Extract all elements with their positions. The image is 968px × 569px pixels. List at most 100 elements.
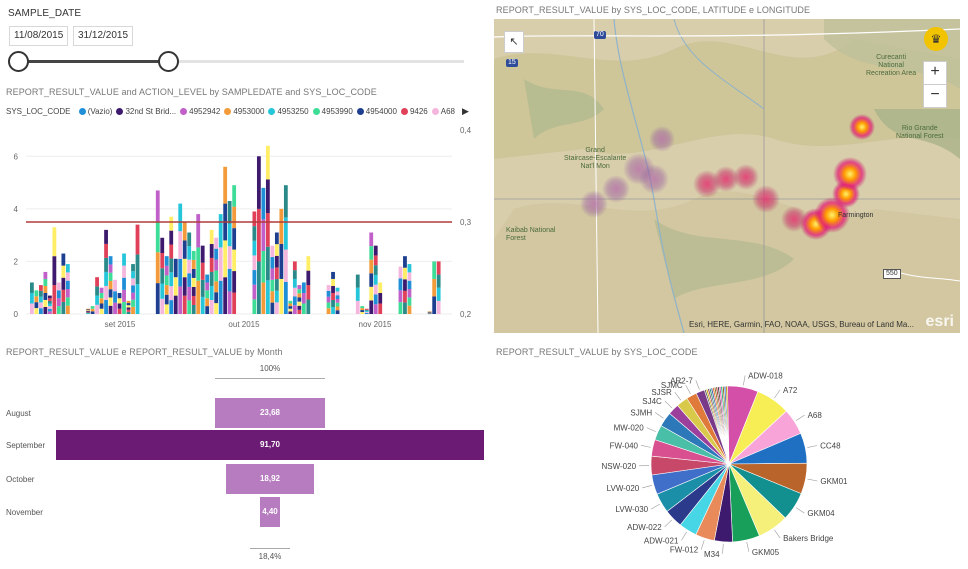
bar-segment [99, 298, 104, 304]
chevron-right-icon[interactable]: ▶ [462, 106, 469, 116]
pie-slice-label: FW-040 [610, 441, 639, 450]
bar-segment [104, 271, 108, 286]
legend-label: 4953000 [233, 107, 265, 116]
bar-segment [47, 308, 52, 312]
date-slider-track[interactable] [18, 60, 464, 63]
heat-map[interactable]: Grand Staircase-Escalante Nat'l Mon Cure… [494, 19, 960, 333]
bar-segment [252, 270, 257, 285]
bar-segment [373, 304, 378, 314]
bar-segment [164, 256, 169, 266]
bar-segment [274, 279, 279, 291]
bar-segment [205, 282, 210, 291]
legend-item[interactable]: A68 [431, 107, 455, 116]
legend-label: 32nd St Brid... [125, 107, 177, 116]
date-slider-range [18, 60, 168, 63]
bar-segment [131, 271, 135, 279]
bar-segment [43, 299, 48, 307]
bar-segment [131, 292, 135, 300]
slider-start-handle[interactable] [8, 51, 29, 72]
funnel-bar[interactable]: 4,40 [259, 497, 281, 527]
bar-segment [292, 278, 297, 288]
heat-legend-icon[interactable]: ♛ [924, 27, 948, 51]
bar-segment [403, 302, 407, 314]
bar-segment [398, 302, 403, 314]
bar-segment [164, 265, 169, 276]
bar-segment [47, 298, 52, 301]
bar-segment [56, 298, 61, 307]
bar-segment [43, 306, 48, 314]
bar-segment [407, 272, 412, 281]
bar-segment [209, 257, 214, 272]
bar-segment [56, 282, 61, 291]
bar-segment [398, 266, 403, 279]
legend-item[interactable]: 9426 [400, 107, 428, 116]
funnel-category-label: August [6, 409, 31, 418]
bar-segment [38, 290, 43, 297]
bar-segment [155, 221, 160, 253]
pie-leader-line [807, 478, 818, 482]
bar-segment [335, 302, 340, 307]
slider-end-handle[interactable] [158, 51, 179, 72]
legend-item[interactable]: 4954000 [356, 107, 397, 116]
bar-segment [214, 270, 219, 282]
bar-segment [214, 259, 219, 271]
legend-label: 4953250 [277, 107, 309, 116]
bar-segment [209, 285, 214, 300]
bar-segment [283, 185, 288, 218]
bar-segment [160, 298, 165, 314]
bar-segment [187, 273, 192, 287]
bar-segment [297, 285, 302, 290]
bar-segment [99, 303, 104, 309]
bar-segment [191, 259, 196, 269]
bar-segment [227, 291, 232, 314]
bar-segment [182, 240, 187, 259]
legend-item[interactable]: 4952942 [180, 107, 220, 116]
legend-item[interactable]: 32nd St Brid... [116, 107, 176, 116]
bar-segment [331, 292, 335, 300]
bar-segment [436, 274, 441, 288]
pie-leader-line [664, 400, 673, 409]
bar-segment [292, 261, 297, 271]
legend-item[interactable]: 4953250 [268, 107, 309, 116]
bar-segment [274, 290, 279, 303]
legend-item[interactable]: (Vazio) [78, 107, 112, 116]
bar-segment [169, 286, 174, 301]
bar-segment [326, 296, 331, 303]
end-date-input[interactable]: 31/12/2015 [73, 26, 134, 46]
bar-segment [355, 287, 360, 301]
bar-segment [265, 280, 270, 314]
zoom-in-button[interactable]: + [923, 61, 947, 85]
bar-segment [218, 280, 223, 314]
y-tick-label: 0 [14, 310, 19, 319]
bar-segment [65, 280, 70, 290]
legend-label: 4954000 [365, 107, 397, 116]
legend-item[interactable]: 4953000 [224, 107, 264, 116]
bar-segment [427, 312, 432, 314]
bar-segment [182, 277, 187, 296]
bar-segment [164, 294, 169, 305]
funnel-bar[interactable]: 91,70 [56, 430, 484, 460]
bar-segment [369, 286, 374, 301]
zoom-out-button[interactable]: − [923, 84, 947, 108]
bar-segment [270, 245, 275, 258]
funnel-bar[interactable]: 18,92 [225, 464, 315, 494]
bar-segment [86, 309, 90, 311]
legend-item[interactable]: 4953990 [312, 107, 353, 116]
bar-segment [283, 249, 288, 282]
bar-segment [169, 272, 174, 287]
funnel-bar[interactable]: 23,68 [214, 398, 326, 428]
bar-segment [306, 299, 311, 314]
bar-segment [306, 270, 311, 286]
bar-segment [30, 303, 34, 314]
bar-segment [270, 279, 275, 292]
bar-segment [43, 292, 48, 300]
bar-segment [279, 243, 284, 279]
legend-label: 9426 [409, 107, 428, 116]
select-cursor-icon[interactable]: ↖ [504, 31, 524, 53]
bar-segment [270, 302, 275, 314]
bar-segment [47, 311, 52, 314]
bar-segment [355, 300, 360, 314]
bar-segment [252, 226, 257, 241]
start-date-input[interactable]: 11/08/2015 [9, 26, 69, 46]
